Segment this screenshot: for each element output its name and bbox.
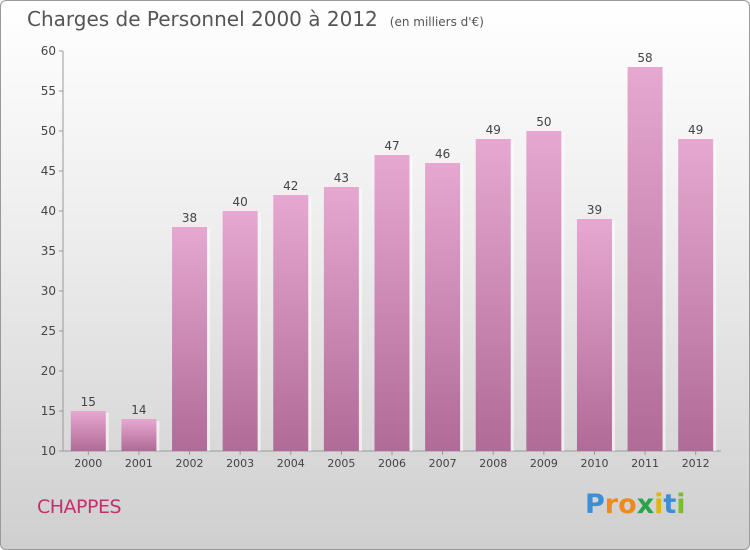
bar-2002 bbox=[172, 227, 208, 451]
data-label: 47 bbox=[384, 139, 399, 153]
data-label: 42 bbox=[283, 179, 298, 193]
y-tick-label: 50 bbox=[41, 124, 56, 138]
x-tick-label: 2003 bbox=[226, 457, 254, 470]
x-tick-label: 2000 bbox=[74, 457, 102, 470]
title-row: Charges de Personnel 2000 à 2012 (en mill… bbox=[27, 7, 484, 31]
bar-2005 bbox=[323, 187, 359, 451]
logo-letter: i bbox=[676, 489, 686, 520]
x-tick-label: 2009 bbox=[530, 457, 558, 470]
data-label: 38 bbox=[182, 211, 197, 225]
data-label: 43 bbox=[334, 171, 349, 185]
x-tick-label: 2005 bbox=[327, 457, 355, 470]
x-tick-label: 2012 bbox=[682, 457, 710, 470]
chart-title: Charges de Personnel 2000 à 2012 bbox=[27, 7, 378, 31]
y-tick-label: 30 bbox=[41, 284, 56, 298]
y-tick-label: 15 bbox=[41, 404, 56, 418]
logo-letter: t bbox=[663, 489, 677, 520]
bar-2011 bbox=[627, 67, 663, 451]
bar-2007 bbox=[425, 163, 461, 451]
x-tick-label: 2004 bbox=[277, 457, 305, 470]
y-tick-label: 20 bbox=[41, 364, 56, 378]
proxiti-logo: Proxiti bbox=[585, 489, 686, 520]
x-tick-label: 2011 bbox=[631, 457, 659, 470]
logo-letter: o bbox=[618, 489, 637, 520]
bar-2003 bbox=[222, 211, 258, 451]
data-label: 49 bbox=[486, 123, 501, 137]
y-tick-label: 10 bbox=[41, 444, 56, 458]
data-label: 50 bbox=[536, 115, 551, 129]
data-label: 58 bbox=[637, 51, 652, 65]
x-tick-label: 2001 bbox=[125, 457, 153, 470]
place-name: CHAPPES bbox=[37, 496, 122, 518]
y-tick-label: 60 bbox=[41, 44, 56, 58]
data-label: 49 bbox=[688, 123, 703, 137]
x-tick-label: 2007 bbox=[429, 457, 457, 470]
y-tick-label: 55 bbox=[41, 84, 56, 98]
bar-2004 bbox=[273, 195, 309, 451]
x-tick-label: 2002 bbox=[176, 457, 204, 470]
bar-2000 bbox=[70, 411, 106, 451]
bar-2001 bbox=[121, 419, 157, 451]
logo-letter: r bbox=[604, 489, 619, 520]
x-tick-label: 2008 bbox=[479, 457, 507, 470]
data-label: 39 bbox=[587, 203, 602, 217]
y-tick-label: 40 bbox=[41, 204, 56, 218]
logo-letter: x bbox=[636, 489, 655, 520]
y-tick-label: 45 bbox=[41, 164, 56, 178]
y-tick-label: 25 bbox=[41, 324, 56, 338]
y-tick-label: 35 bbox=[41, 244, 56, 258]
bar-2006 bbox=[374, 155, 410, 451]
data-label: 14 bbox=[131, 403, 146, 417]
logo-letter: P bbox=[585, 489, 605, 520]
x-tick-label: 2006 bbox=[378, 457, 406, 470]
bar-2008 bbox=[475, 139, 511, 451]
data-label: 46 bbox=[435, 147, 450, 161]
x-tick-label: 2010 bbox=[580, 457, 608, 470]
chart-subtitle: (en milliers d'€) bbox=[389, 15, 484, 29]
data-label: 40 bbox=[233, 195, 248, 209]
bar-2009 bbox=[526, 131, 562, 451]
logo-letter: i bbox=[654, 489, 664, 520]
bar-2010 bbox=[576, 219, 612, 451]
bar-2012 bbox=[678, 139, 714, 451]
data-label: 15 bbox=[81, 395, 96, 409]
